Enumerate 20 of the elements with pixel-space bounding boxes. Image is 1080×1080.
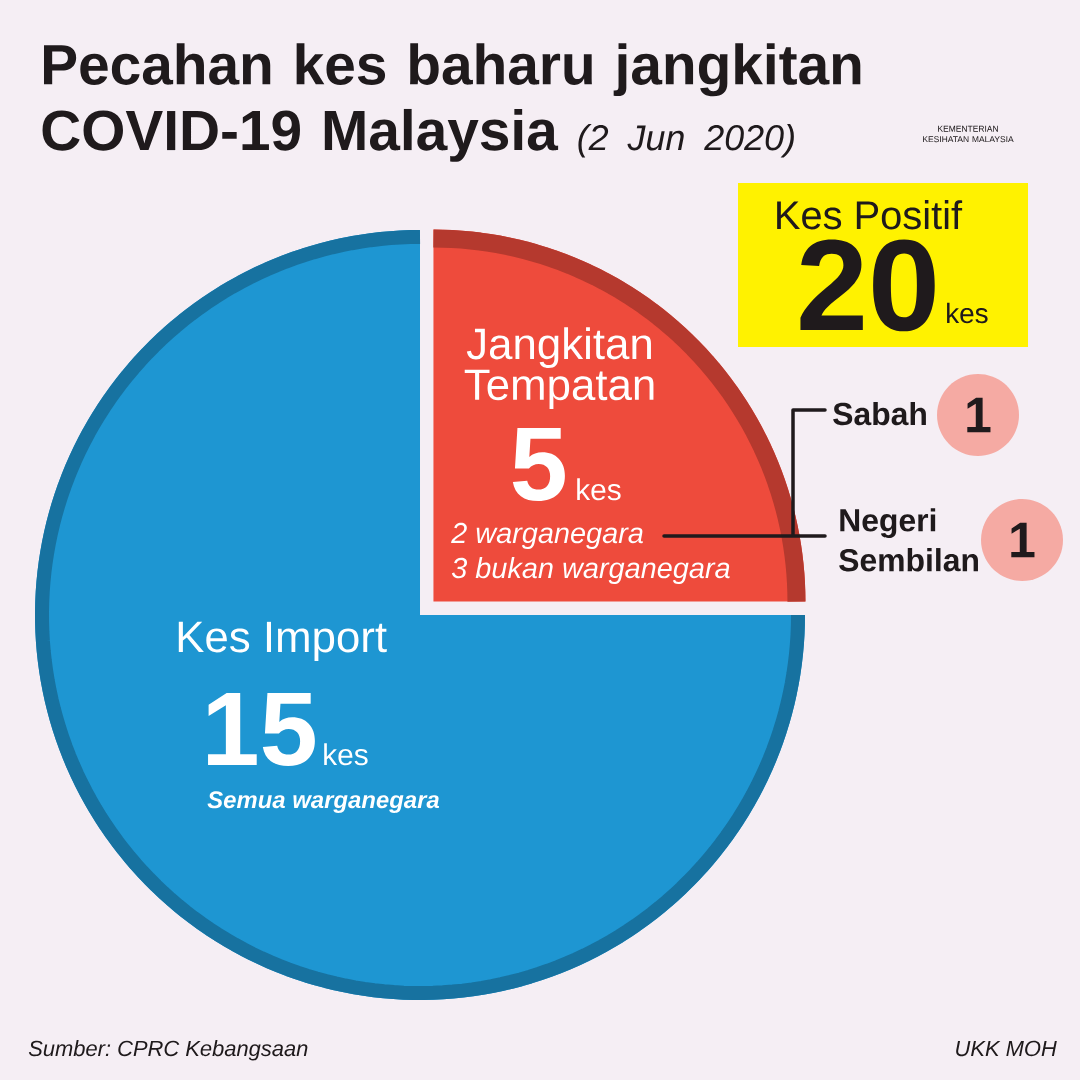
text: Sabah: [833, 401, 926, 426]
text: 3 bukan warganegara: [451, 557, 730, 584]
text: 1: [967, 397, 991, 433]
text: Kes Positif: [777, 200, 963, 230]
text: KEMENTERIAN KESIHATAN MALAYSIA: [923, 125, 1014, 143]
data-label: 5: [512, 428, 565, 502]
chart-subtitle: (2 Jun 2020): [578, 124, 794, 158]
text: kes: [947, 302, 988, 324]
text: 2 warganegara: [451, 522, 643, 549]
text: 1: [1011, 522, 1035, 558]
slice-label: Kes Import: [178, 621, 387, 662]
text: 20: [800, 239, 935, 332]
text: Semua warganegara: [207, 791, 440, 813]
text: UKK MOH: [956, 1040, 1057, 1057]
text: kes: [324, 743, 368, 766]
text: kes: [577, 478, 621, 501]
text: Negeri Sembilan: [839, 508, 978, 572]
text: Sumber: CPRC Kebangsaan: [28, 1040, 308, 1061]
slice-label: Jangkitan Tempatan: [464, 327, 654, 409]
data-label: 15: [208, 693, 315, 767]
